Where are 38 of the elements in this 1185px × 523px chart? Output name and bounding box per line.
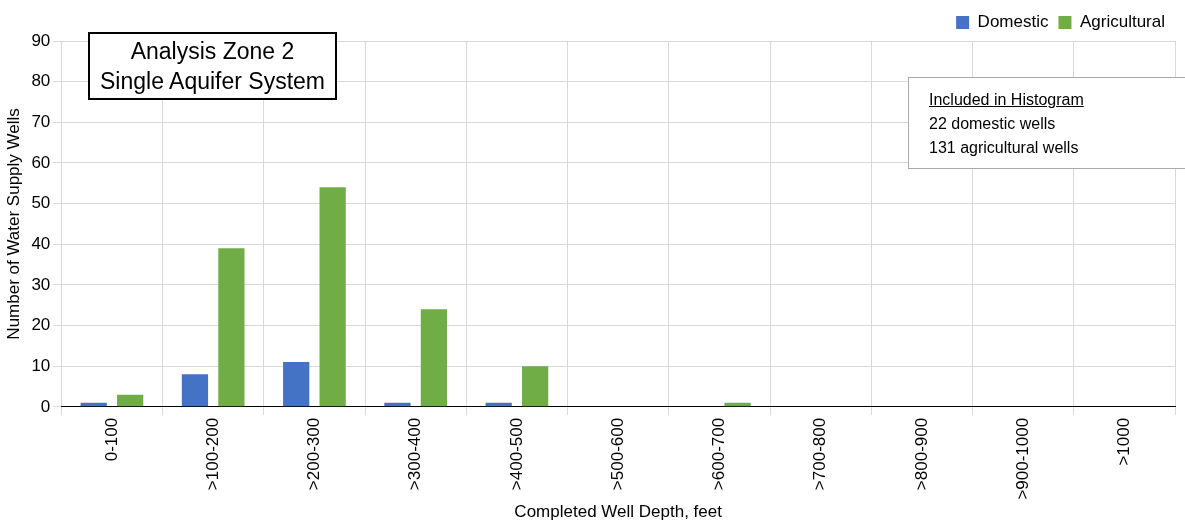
annotation: 131 agricultural wells (929, 138, 1080, 158)
x-tick-label: >400-500 (506, 417, 526, 491)
legend-label: Agricultural (1079, 12, 1166, 32)
x-tick-label: >300-400 (405, 417, 425, 491)
x-tick-label: >200-300 (304, 417, 324, 491)
y-tick-label: 60 (31, 152, 51, 172)
y-tick-label: 10 (31, 355, 51, 375)
chart-title: Analysis Zone 2 (129, 37, 296, 66)
y-tick-label: 0 (40, 396, 51, 416)
bar (283, 362, 310, 407)
x-tick-label: >600-700 (709, 417, 729, 491)
y-tick-label: 50 (31, 193, 51, 213)
y-tick-label: 30 (31, 274, 51, 294)
title-frame: Analysis Zone 2 Single Aquifer System (88, 32, 337, 100)
y-tick-label: 80 (31, 71, 51, 91)
x-tick-label: 0-100 (101, 417, 121, 462)
bar (522, 366, 549, 407)
y-axis-title: Number of Water Supply Wells (3, 108, 23, 340)
y-tick-label: 20 (31, 315, 51, 335)
note-panel: Included in Histogram 22 domestic wells 131 agricultural wells (908, 77, 1185, 169)
x-axis-title: Completed Well Depth, feet (514, 502, 723, 522)
legend-label: Domestic (977, 12, 1049, 32)
annotation: 22 domestic wells (929, 114, 1057, 134)
annotation: Included in Histogram (929, 90, 1085, 110)
y-tick-label: 90 (31, 30, 51, 50)
bar (181, 374, 209, 407)
x-tick-label: >900-1000 (1012, 417, 1032, 500)
bar (218, 248, 245, 407)
x-tick-label: >1000 (1114, 417, 1134, 466)
y-tick-label: 40 (31, 233, 51, 253)
x-tick-label: >100-200 (202, 417, 222, 491)
y-tick-label: 70 (31, 111, 51, 131)
x-tick-label: >800-900 (911, 417, 931, 491)
bar (319, 187, 346, 407)
bar (117, 394, 144, 407)
x-tick-label: >500-600 (607, 417, 627, 491)
bar (420, 309, 448, 407)
x-tick-label: >700-800 (810, 417, 830, 491)
